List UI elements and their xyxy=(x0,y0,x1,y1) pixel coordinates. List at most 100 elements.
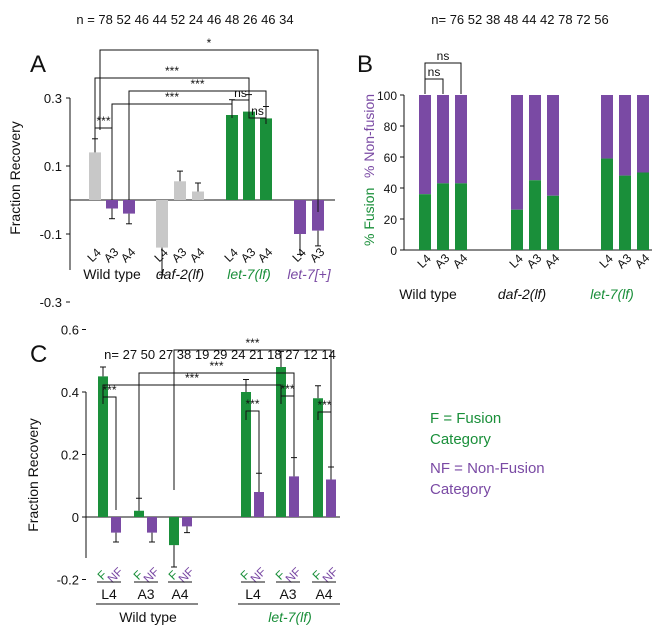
sig-bracket-c-6-label: *** xyxy=(317,398,331,412)
y-tick-label-c: 0.6 xyxy=(61,323,79,338)
bar-a-4 xyxy=(174,181,186,200)
bar-b-nonfusion-2 xyxy=(455,95,467,184)
sig-bracket-a-2-label: *** xyxy=(190,77,204,91)
bar-a-1 xyxy=(106,200,118,209)
y-tick-label-c: 0.2 xyxy=(61,448,79,463)
y-tick-label-c: 0.4 xyxy=(61,385,79,400)
sig-bracket-a-6-label: ns xyxy=(251,104,264,118)
y-tick-label-b: 40 xyxy=(384,182,398,196)
stage-label-c-1: A3 xyxy=(137,586,154,602)
y-tick-label-a: -0.1 xyxy=(40,227,62,242)
legend-fusion-line1: F = Fusion xyxy=(430,410,501,427)
sig-bracket-b-0 xyxy=(424,78,444,94)
sig-bracket-a-0-label: *** xyxy=(96,114,110,128)
sig-bracket-c-5-label: *** xyxy=(280,382,294,396)
legend-fusion-line2: Category xyxy=(430,431,491,448)
sig-bracket-c-0-label: *** xyxy=(102,383,116,397)
x-tick-label-c-1: NF xyxy=(105,565,126,586)
panel-b: n= 76 52 38 48 44 42 78 72 56 B % Fusion % … xyxy=(357,12,653,302)
panel-letter-c: C xyxy=(30,341,47,368)
sig-bracket-b-1 xyxy=(424,62,462,94)
bar-a-9 xyxy=(294,200,306,234)
x-tick-label-c-9: NF xyxy=(283,565,304,586)
sig-bracket-a-6 xyxy=(248,106,267,124)
y-tick-label-a: 0.3 xyxy=(44,91,62,106)
x-tick-label-a-8: A4 xyxy=(255,245,276,266)
bar-b-nonfusion-7 xyxy=(619,95,631,176)
x-tick-label-b-8: A4 xyxy=(632,251,653,272)
bar-a-10 xyxy=(312,200,324,231)
n-label-a: n = 78 52 46 44 52 24 46 48 26 46 34 xyxy=(76,12,293,27)
x-tick-label-a-2: A4 xyxy=(118,245,139,266)
sig-bracket-c-2 xyxy=(173,349,332,490)
sig-bracket-a-2 xyxy=(128,90,267,200)
bar-b-nonfusion-1 xyxy=(437,95,449,184)
n-label-b: n= 76 52 38 48 44 42 78 72 56 xyxy=(431,12,608,27)
bar-c-3 xyxy=(147,517,157,533)
bar-a-8 xyxy=(260,118,272,200)
y-axis-label-b-nonfusion: % Non-fusion xyxy=(361,94,377,178)
x-tick-label-b-2: A4 xyxy=(450,251,471,272)
bar-b-fusion-4 xyxy=(529,180,541,250)
sig-bracket-b-1-label: ns xyxy=(437,49,450,63)
panel-c: n= 27 50 27 38 19 29 24 21 18 27 12 14 C F… xyxy=(25,323,341,626)
stage-label-c-4: A3 xyxy=(279,586,296,602)
sig-bracket-a-5-label: ns xyxy=(234,86,247,100)
sig-bracket-a-4 xyxy=(99,49,319,212)
sig-bracket-b-0-label: ns xyxy=(428,65,441,79)
sig-bracket-c-4-label: *** xyxy=(185,371,199,385)
bar-b-nonfusion-4 xyxy=(529,95,541,181)
bar-c-6 xyxy=(241,392,251,517)
sig-bracket-a-1 xyxy=(111,103,233,195)
x-tick-label-c-5: NF xyxy=(176,565,197,586)
bar-c-7 xyxy=(254,492,264,517)
bar-c-11 xyxy=(326,479,336,517)
bar-a-5 xyxy=(192,191,204,200)
bar-b-fusion-6 xyxy=(601,158,613,250)
bar-b-fusion-1 xyxy=(437,183,449,250)
legend-nonfusion-line1: NF = Non-Fusion xyxy=(430,460,545,477)
panel-a: n = 78 52 46 44 52 24 46 48 26 46 34 A Fra… xyxy=(7,12,335,310)
group-label-a-2: let-7(lf) xyxy=(227,266,271,282)
bar-c-5 xyxy=(182,517,192,527)
group-label-b-1: daf-2(lf) xyxy=(498,286,546,302)
bar-b-nonfusion-0 xyxy=(419,95,431,195)
sig-bracket-c-3 xyxy=(245,410,260,482)
bar-c-2 xyxy=(134,510,144,517)
bar-b-fusion-2 xyxy=(455,183,467,250)
y-tick-label-b: 100 xyxy=(377,89,397,103)
bar-c-0 xyxy=(98,376,108,517)
y-tick-label-a: -0.3 xyxy=(40,295,62,310)
bar-b-fusion-8 xyxy=(637,172,649,250)
bar-a-7 xyxy=(243,111,255,200)
sig-bracket-a-5 xyxy=(231,99,250,115)
bar-b-fusion-5 xyxy=(547,195,559,250)
panel-letter-b: B xyxy=(357,51,373,78)
x-tick-label-a-10: A3 xyxy=(307,245,328,266)
bar-b-fusion-0 xyxy=(419,194,431,250)
group-label-b-0: Wild type xyxy=(399,286,457,302)
sig-bracket-a-4-label: * xyxy=(207,36,212,50)
sig-bracket-c-2-label: *** xyxy=(245,336,259,350)
sig-bracket-c-1 xyxy=(138,372,295,500)
y-axis-label-a: Fraction Recovery xyxy=(7,121,23,235)
legend-panel-c: F = Fusion Category NF = Non-Fusion Categor… xyxy=(430,410,545,498)
x-tick-label-c-11: NF xyxy=(320,565,341,586)
sig-bracket-c-6 xyxy=(317,411,332,472)
sig-bracket-c-3-label: *** xyxy=(245,397,259,411)
sig-bracket-a-1-label: *** xyxy=(165,90,179,104)
bar-b-fusion-7 xyxy=(619,175,631,250)
bar-a-2 xyxy=(123,200,135,214)
y-axis-label-c: Fraction Recovery xyxy=(25,418,41,532)
bar-a-6 xyxy=(226,115,238,200)
y-tick-label-c: -0.2 xyxy=(57,573,79,588)
sig-bracket-c-5 xyxy=(280,395,295,470)
y-tick-label-a: 0.1 xyxy=(44,159,62,174)
legend-nonfusion-line2: Category xyxy=(430,481,491,498)
bar-b-fusion-3 xyxy=(511,209,523,250)
sig-bracket-a-3 xyxy=(94,77,250,150)
bar-a-0 xyxy=(89,152,101,200)
stage-label-c-5: A4 xyxy=(315,586,332,602)
bar-c-1 xyxy=(111,517,121,533)
group-label-a-1: daf-2(lf) xyxy=(156,266,204,282)
